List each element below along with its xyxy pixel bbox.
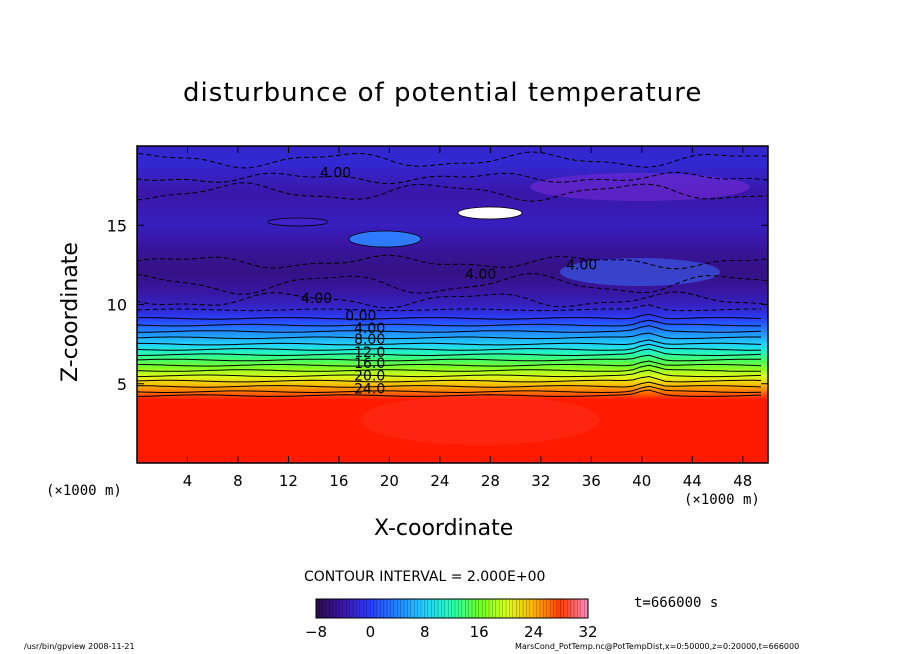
y-axis-unit: (×1000 m) <box>46 483 122 499</box>
x-tick-label: 12 <box>279 472 298 490</box>
contour-line <box>137 385 762 394</box>
y-tick-label: 10 <box>107 296 127 315</box>
y-axis-ticks: 5 10 15 <box>107 216 768 394</box>
lower-light-patch <box>360 395 600 445</box>
contour-line <box>137 381 762 388</box>
colorbar-tick-label: 32 <box>578 623 597 641</box>
contour-line <box>137 364 762 372</box>
contour-line <box>137 389 762 397</box>
upper-violet-patch <box>530 173 750 201</box>
contour-label: 4.00 <box>354 321 385 337</box>
cold-pocket <box>348 230 422 248</box>
contour-lines <box>137 151 768 397</box>
contour-label: 24.0 <box>354 381 385 397</box>
contour-label: 8.00 <box>354 332 385 348</box>
contour-line <box>137 273 768 295</box>
contour-label: 12.0 <box>354 345 385 361</box>
colorbar-tick-label: 24 <box>524 623 543 641</box>
warm-band-patch <box>560 258 720 286</box>
contour-line <box>137 348 762 357</box>
contour-line <box>137 171 768 185</box>
contour-label: 0.00 <box>345 308 376 324</box>
x-tick-label: 24 <box>430 472 449 490</box>
contour-line <box>137 313 762 320</box>
colorbar-stripes <box>318 599 588 618</box>
contour-line <box>137 291 768 309</box>
cold-pocket-small <box>267 217 329 227</box>
upper-anomaly-blob <box>457 206 523 220</box>
contour-line <box>137 375 762 383</box>
x-tick-label: 40 <box>632 472 651 490</box>
colorbar-fill <box>316 599 588 618</box>
x-axis-ticks: 4 8 12 16 20 24 28 32 36 40 44 48 <box>183 146 752 490</box>
contour-line <box>137 354 762 362</box>
colorbar-tick-label: −8 <box>305 623 327 641</box>
footer-left: /usr/bin/gpview 2008-11-21 <box>24 642 135 651</box>
contour-label: 16.0 <box>354 356 385 372</box>
footer-right: MarsCond_PotTemp.nc@PotTempDist,x=0:5000… <box>515 642 800 651</box>
y-axis-label: Z-coordinate <box>58 242 83 382</box>
contour-line <box>137 325 762 333</box>
contour-line <box>137 254 768 270</box>
contour-label: 4.00 <box>320 166 351 182</box>
x-tick-label: 36 <box>582 472 601 490</box>
colorbar: −8 0 8 16 24 32 <box>305 598 598 641</box>
contour-label: 4.00 <box>301 291 332 307</box>
x-tick-label: 44 <box>683 472 702 490</box>
colorbar-ticks: −8 0 8 16 24 32 <box>305 623 598 641</box>
field-features <box>137 151 768 445</box>
y-tick-label: 15 <box>107 216 127 235</box>
colorbar-frame <box>315 598 589 619</box>
x-tick-label: 48 <box>733 472 752 490</box>
contour-line <box>137 151 768 169</box>
x-axis-label: X-coordinate <box>374 516 514 541</box>
x-tick-label: 16 <box>329 472 348 490</box>
contour-line <box>137 360 762 367</box>
contour-label: 20.0 <box>354 369 385 385</box>
contour-label: 4.00 <box>566 258 597 274</box>
contour-interval-label: CONTOUR INTERVAL = 2.000E+00 <box>304 569 546 585</box>
y-tick-label: 5 <box>117 375 127 394</box>
contour-line <box>137 304 761 312</box>
chart-title: disturbunce of potential temperature <box>183 78 703 108</box>
x-tick-label: 8 <box>233 472 243 490</box>
x-tick-label: 28 <box>481 472 500 490</box>
colorbar-tick-label: 8 <box>420 623 430 641</box>
colorbar-tick-label: 16 <box>470 623 489 641</box>
time-label: t=666000 s <box>634 595 719 611</box>
x-tick-label: 20 <box>380 472 399 490</box>
contour-line <box>137 339 762 346</box>
x-axis-unit: (×1000 m) <box>684 492 760 508</box>
x-tick-label: 4 <box>183 472 193 490</box>
contour-label: 4.00 <box>465 267 496 283</box>
plot-area: 4.004.004.004.000.004.008.0012.016.020.0… <box>107 145 769 490</box>
contour-line <box>137 343 762 351</box>
contour-line <box>137 332 761 340</box>
colorbar-tick-label: 0 <box>366 623 376 641</box>
contour-line <box>137 319 761 327</box>
contour-labels: 4.004.004.004.000.004.008.0012.016.020.0… <box>301 166 597 398</box>
contour-line <box>137 369 762 378</box>
x-tick-label: 32 <box>531 472 550 490</box>
